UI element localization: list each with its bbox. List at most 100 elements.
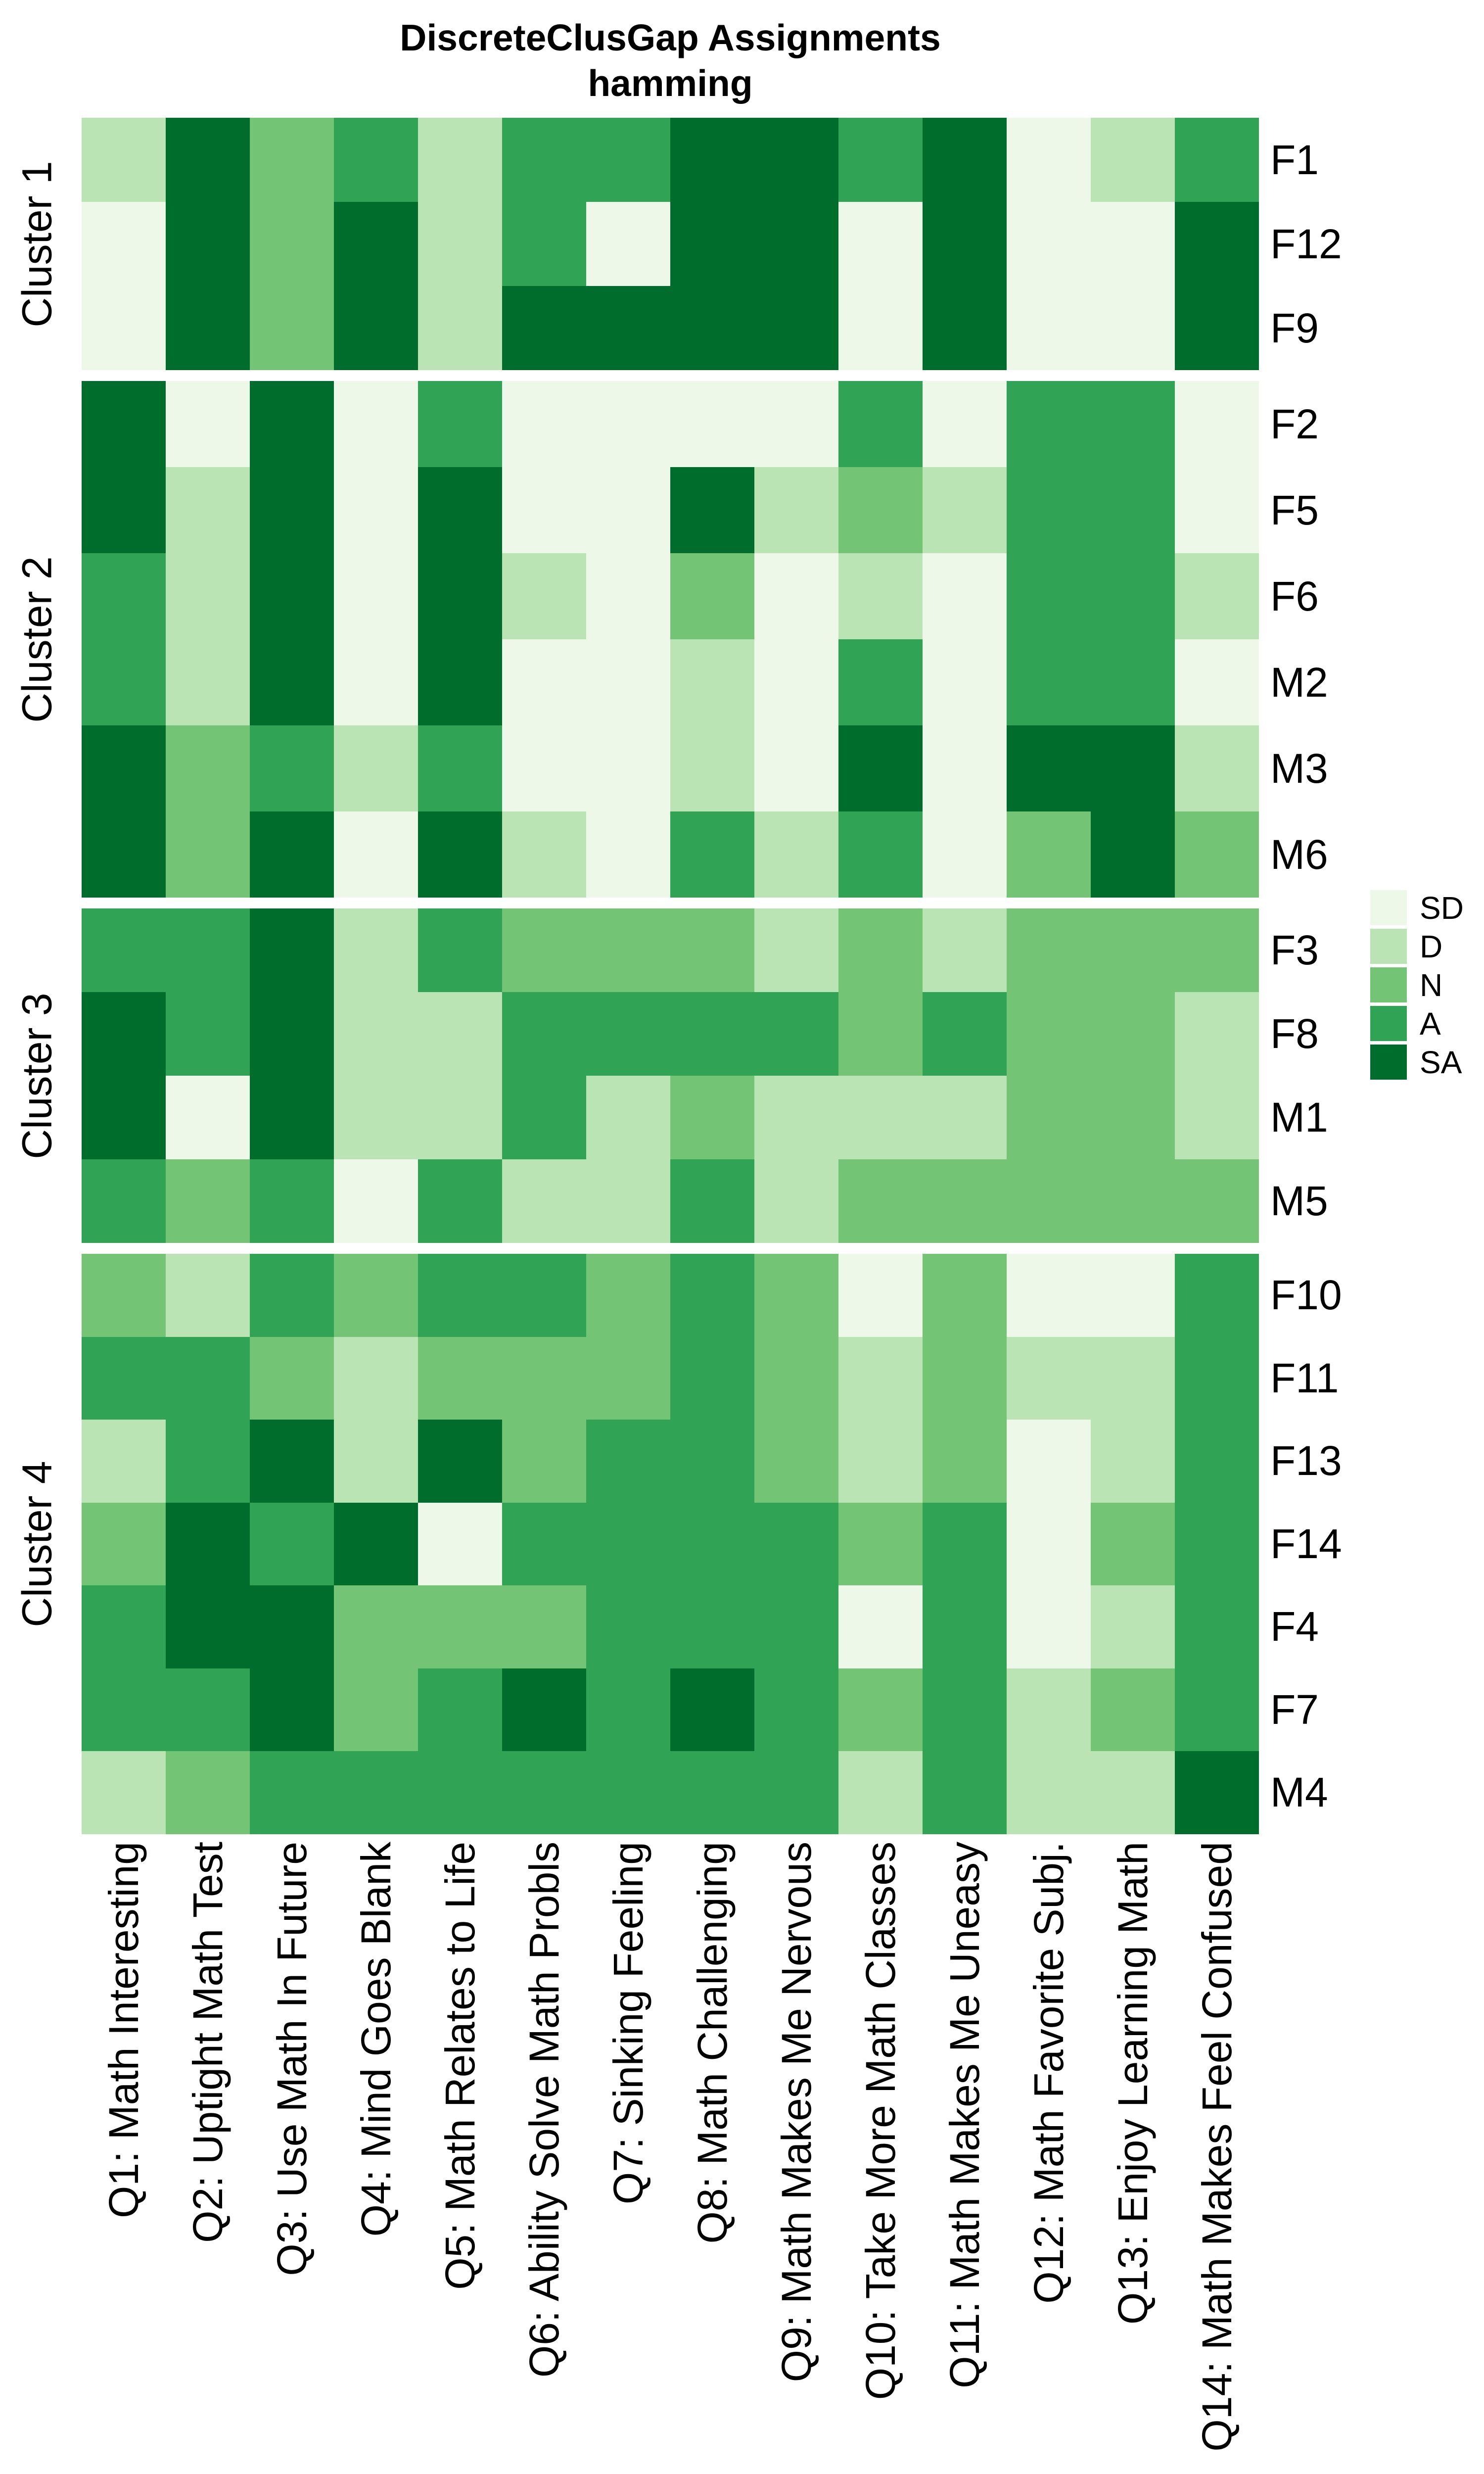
- heatmap-cell-M3-col1: [82, 725, 166, 811]
- heatmap-cell-F9-col9: [754, 286, 838, 370]
- heatmap-cell-F1-col10: [838, 118, 923, 202]
- heatmap-cell-F11-col1: [82, 1336, 166, 1420]
- heatmap-cell-F11-col4: [334, 1336, 418, 1420]
- heatmap-cell-F11-col7: [586, 1336, 670, 1420]
- heatmap-cell-F3-col11: [923, 908, 1007, 992]
- heatmap-cell-F1-col14: [1175, 118, 1259, 202]
- heatmap-cell-F14-col12: [1007, 1502, 1091, 1585]
- cluster-label-text: Cluster 2: [13, 556, 60, 723]
- heatmap-cell-F1-col12: [1007, 118, 1091, 202]
- col-label-q8: Q8: Math Challenging: [689, 1842, 736, 2244]
- heatmap-cell-M4-col5: [418, 1751, 502, 1834]
- heatmap-cell-F14-col8: [670, 1502, 754, 1585]
- row-label-F14: F14: [1270, 1520, 1342, 1567]
- legend-label: D: [1420, 928, 1443, 964]
- heatmap-cell-F4-col1: [82, 1585, 166, 1668]
- col-label-q5: Q5: Math Relates to Life: [437, 1842, 483, 2290]
- cluster-label-text: Cluster 1: [13, 160, 60, 328]
- heatmap-cell-F3-col14: [1175, 908, 1259, 992]
- col-label-q12: Q12: Math Favorite Subj.: [1025, 1842, 1072, 2304]
- heatmap-cell-M4-col1: [82, 1751, 166, 1834]
- heatmap-cell-F14-col4: [334, 1502, 418, 1585]
- cluster-label-2: Cluster 2: [5, 381, 69, 898]
- heatmap-cell-F3-col12: [1007, 908, 1091, 992]
- heatmap-cell-M5-col12: [1007, 1159, 1091, 1243]
- row-label-F6: F6: [1270, 572, 1319, 619]
- heatmap-cell-F6-col11: [923, 553, 1007, 639]
- heatmap-cell-M6-col14: [1175, 811, 1259, 898]
- heatmap-cell-M3-col10: [838, 725, 923, 811]
- heatmap-cell-M4-col13: [1091, 1751, 1175, 1834]
- col-label-q3: Q3: Use Math In Future: [269, 1842, 315, 2276]
- heatmap-cell-F7-col4: [334, 1668, 418, 1751]
- heatmap-cell-F12-col3: [250, 202, 334, 286]
- heatmap-cell-F3-col10: [838, 908, 923, 992]
- heatmap-cell-F3-col4: [334, 908, 418, 992]
- heatmap-cell-F2-col13: [1091, 381, 1175, 467]
- chart-subtitle: hamming: [588, 62, 753, 104]
- col-label-q7: Q7: Sinking Feeling: [605, 1842, 651, 2205]
- heatmap-cell-F11-col3: [250, 1336, 334, 1420]
- legend-item-D: D: [1370, 929, 1464, 964]
- col-label-q2: Q2: Uptight Math Test: [185, 1842, 231, 2243]
- heatmap-cell-M3-col7: [586, 725, 670, 811]
- heatmap-cell-F9-col6: [502, 286, 586, 370]
- heatmap-cell-M1-col11: [923, 1076, 1007, 1159]
- heatmap-cell-F13-col9: [754, 1420, 838, 1503]
- heatmap-cell-M4-col2: [166, 1751, 250, 1834]
- heatmap-cell-F9-col13: [1091, 286, 1175, 370]
- col-label-q6: Q6: Ability Solve Math Probls: [521, 1842, 567, 2378]
- heatmap-cell-M1-col2: [166, 1076, 250, 1159]
- heatmap-cell-F8-col6: [502, 992, 586, 1076]
- heatmap-cell-F13-col4: [334, 1420, 418, 1503]
- heatmap-cell-F1-col3: [250, 118, 334, 202]
- heatmap-cell-F14-col10: [838, 1502, 923, 1585]
- heatmap-cell-M3-col12: [1007, 725, 1091, 811]
- heatmap-cell-F3-col13: [1091, 908, 1175, 992]
- heatmap-cell-M4-col8: [670, 1751, 754, 1834]
- heatmap-cell-F12-col10: [838, 202, 923, 286]
- heatmap-cell-F1-col13: [1091, 118, 1175, 202]
- heatmap-cell-F3-col7: [586, 908, 670, 992]
- heatmap-cell-F13-col5: [418, 1420, 502, 1503]
- heatmap-cell-F8-col10: [838, 992, 923, 1076]
- heatmap-cell-F12-col11: [923, 202, 1007, 286]
- legend-item-SA: SA: [1370, 1045, 1464, 1080]
- heatmap-cell-M6-col3: [250, 811, 334, 898]
- heatmap-cell-F13-col7: [586, 1420, 670, 1503]
- row-label-F4: F4: [1270, 1603, 1319, 1650]
- heatmap-cell-F14-col2: [166, 1502, 250, 1585]
- heatmap-cell-F12-col8: [670, 202, 754, 286]
- heatmap-cell-F1-col2: [166, 118, 250, 202]
- heatmap-cell-F3-col1: [82, 908, 166, 992]
- heatmap-cell-F8-col2: [166, 992, 250, 1076]
- heatmap-cell-F11-col2: [166, 1336, 250, 1420]
- heatmap-cell-F3-col6: [502, 908, 586, 992]
- heatmap-cell-M6-col4: [334, 811, 418, 898]
- col-label-q1: Q1: Math Interesting: [100, 1842, 147, 2219]
- heatmap-cell-F13-col11: [923, 1420, 1007, 1503]
- heatmap-cell-M5-col13: [1091, 1159, 1175, 1243]
- heatmap-cell-F9-col8: [670, 286, 754, 370]
- heatmap-cell-F2-col12: [1007, 381, 1091, 467]
- heatmap-cell-F8-col12: [1007, 992, 1091, 1076]
- cluster-label-1: Cluster 1: [5, 118, 69, 370]
- heatmap-cell-F6-col6: [502, 553, 586, 639]
- chart-title-block: DiscreteClusGap Assignments hamming: [82, 15, 1259, 106]
- heatmap-cell-M6-col7: [586, 811, 670, 898]
- row-label-F8: F8: [1270, 1010, 1319, 1057]
- heatmap-cell-F2-col11: [923, 381, 1007, 467]
- heatmap-cell-F14-col1: [82, 1502, 166, 1585]
- heatmap-cell-M1-col14: [1175, 1076, 1259, 1159]
- heatmap-cell-F6-col10: [838, 553, 923, 639]
- heatmap-cell-F7-col12: [1007, 1668, 1091, 1751]
- heatmap-cell-F8-col13: [1091, 992, 1175, 1076]
- heatmap-cell-F1-col4: [334, 118, 418, 202]
- row-label-F10: F10: [1270, 1272, 1342, 1319]
- heatmap-cell-F4-col8: [670, 1585, 754, 1668]
- legend-item-N: N: [1370, 967, 1464, 1003]
- legend-swatch-SD: [1370, 890, 1407, 925]
- heatmap-cell-F13-col12: [1007, 1420, 1091, 1503]
- heatmap-cell-F10-col6: [502, 1254, 586, 1337]
- heatmap-cell-M6-col5: [418, 811, 502, 898]
